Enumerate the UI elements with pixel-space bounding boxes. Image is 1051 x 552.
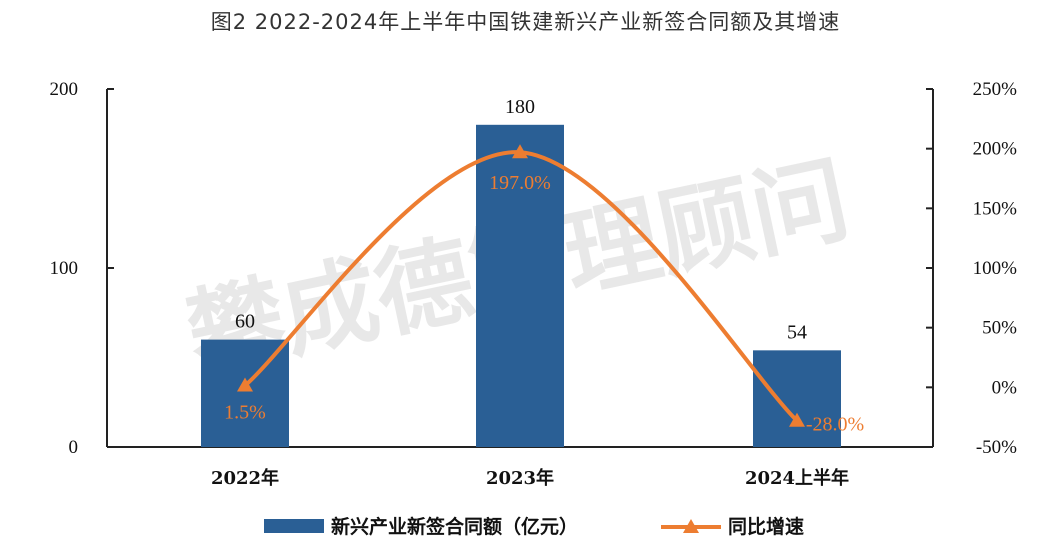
bar-value-label: 60 — [235, 311, 255, 333]
legend-line-marker — [683, 519, 699, 533]
right-tick-label: -50% — [976, 437, 1017, 458]
x-category-label: 2024上半年 — [745, 467, 849, 489]
growth-value-label: 197.0% — [489, 172, 551, 194]
bar-value-label: 180 — [505, 96, 535, 118]
left-tick-label: 0 — [69, 437, 79, 458]
bar — [476, 124, 564, 448]
growth-marker — [789, 412, 805, 427]
right-tick-label: 250% — [973, 79, 1018, 100]
growth-marker — [237, 377, 253, 392]
growth-marker — [512, 144, 528, 159]
bar-value-label: 54 — [787, 321, 807, 343]
bar — [753, 350, 841, 447]
right-tick-label: 100% — [973, 258, 1018, 279]
growth-value-label: 1.5% — [224, 402, 266, 424]
x-category-label: 2023年 — [486, 467, 554, 489]
left-tick-label: 200 — [50, 79, 79, 100]
legend-bar-label: 新兴产业新签合同额（亿元） — [331, 515, 578, 538]
right-tick-label: 50% — [982, 318, 1017, 339]
growth-value-label: -28.0% — [806, 414, 864, 436]
right-tick-label: 0% — [992, 377, 1018, 398]
right-tick-label: 150% — [973, 198, 1018, 219]
x-category-label: 2022年 — [211, 467, 279, 489]
right-tick-label: 200% — [973, 139, 1018, 160]
chart-title: 图2 2022-2024年上半年中国铁建新兴产业新签合同额及其增速 — [210, 10, 841, 34]
left-tick-label: 100 — [50, 258, 79, 279]
legend-bar-swatch — [264, 519, 324, 533]
legend-line-label: 同比增速 — [728, 515, 804, 538]
